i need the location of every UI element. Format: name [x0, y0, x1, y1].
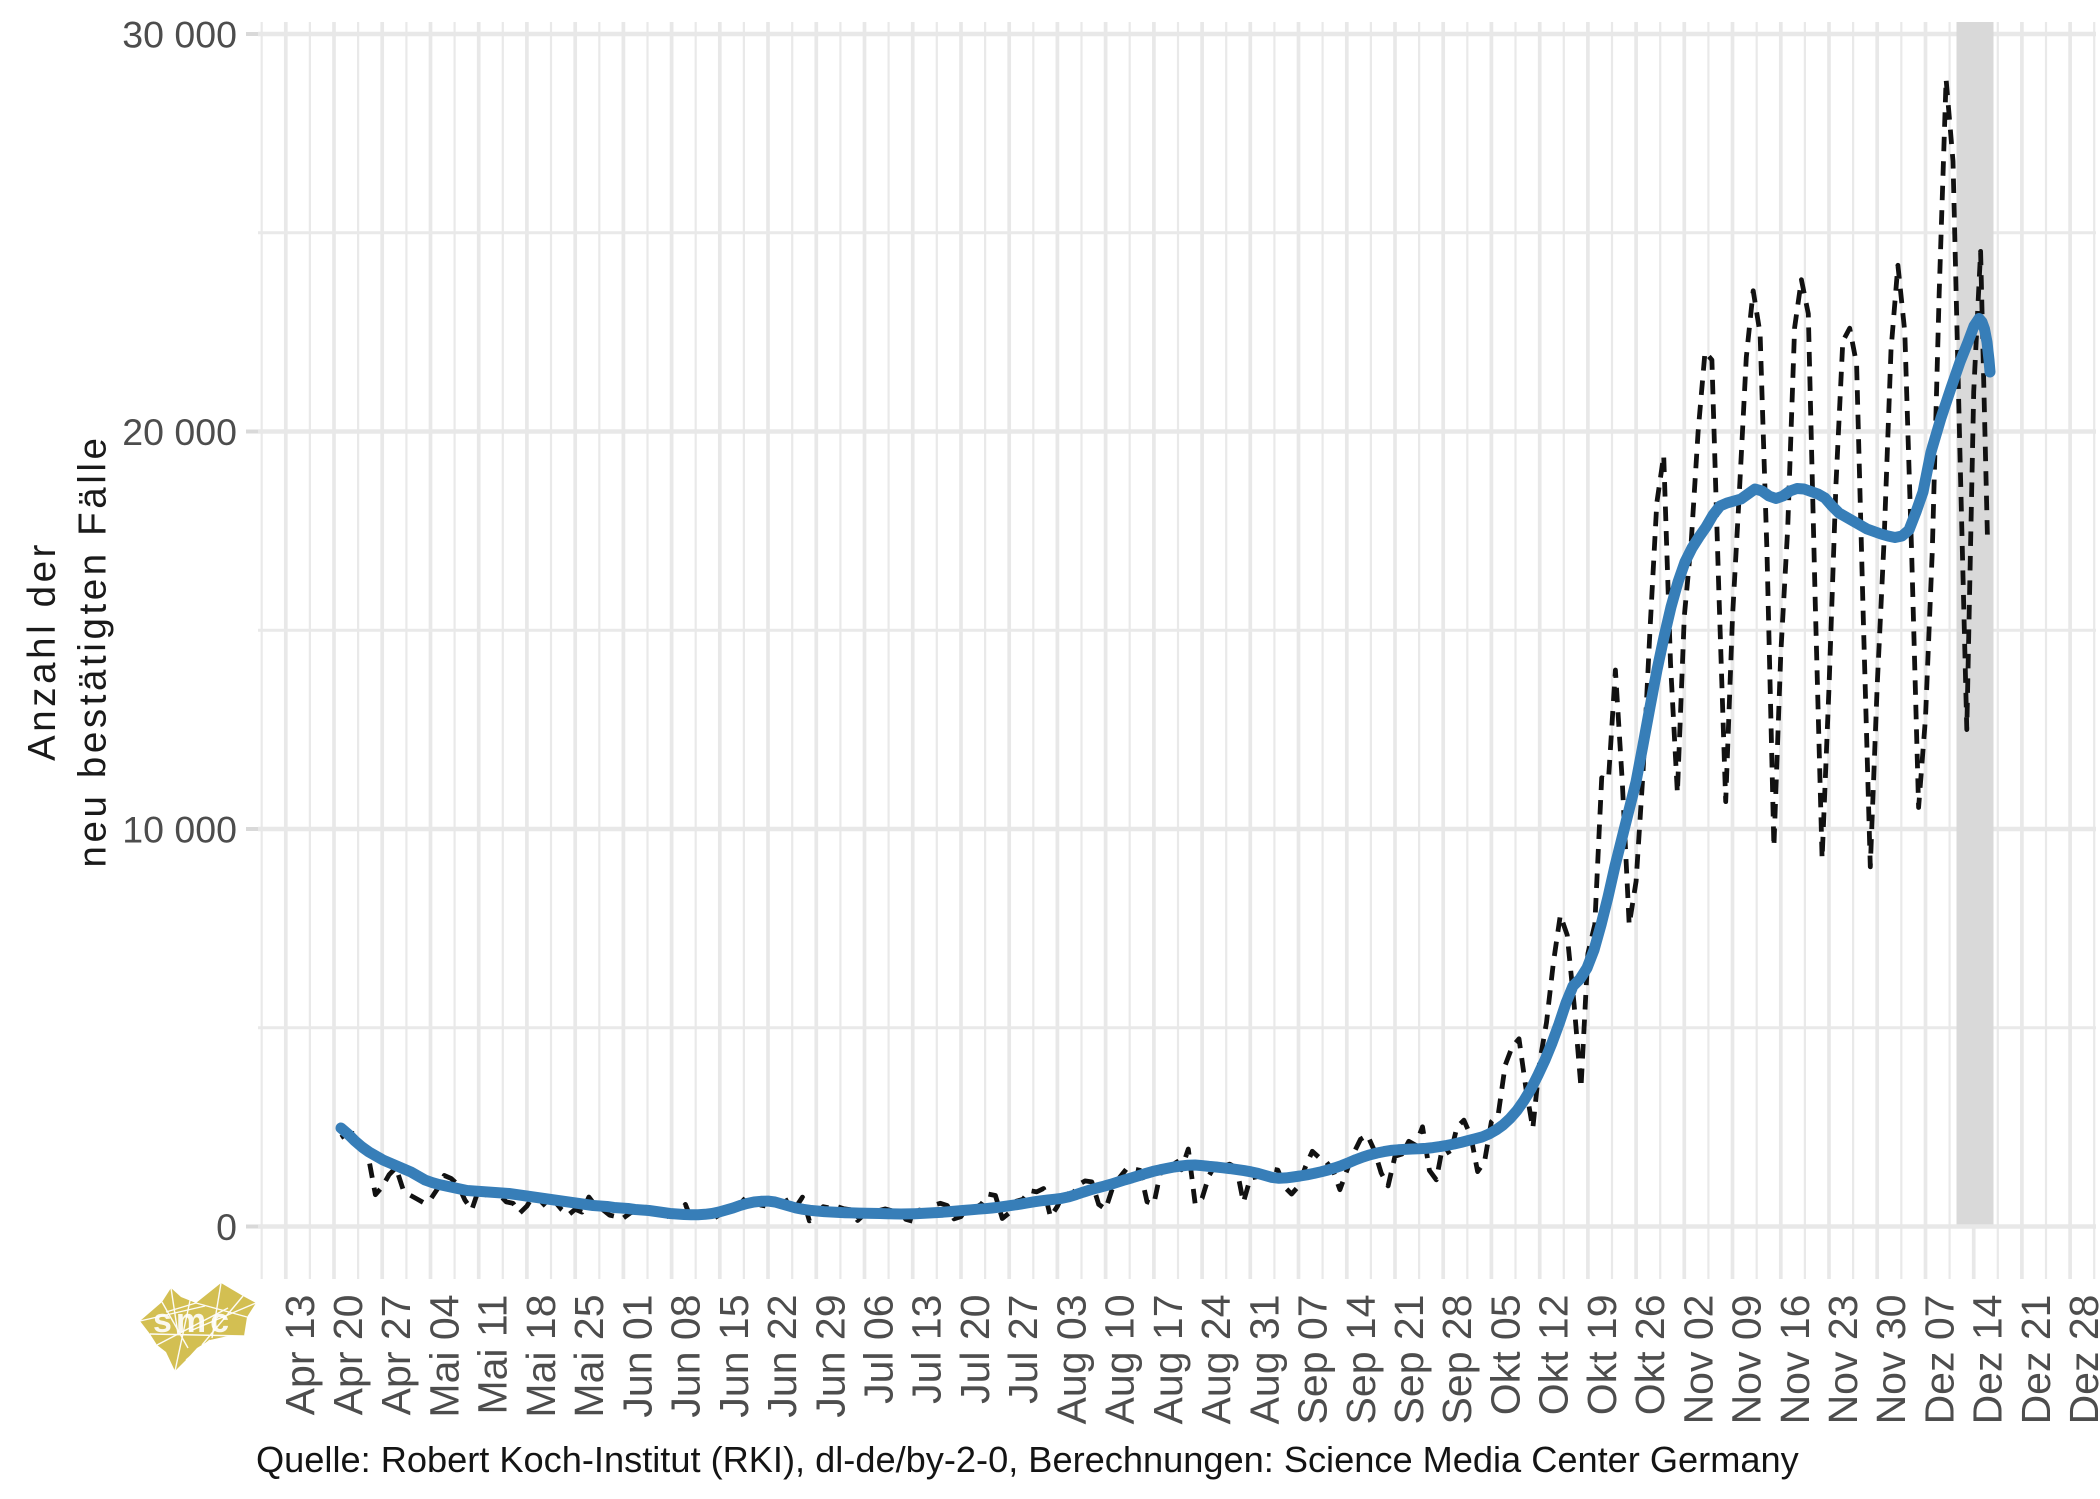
svg-text:Nov 30: Nov 30 [1868, 1295, 1914, 1425]
svg-text:Apr 20: Apr 20 [325, 1295, 371, 1416]
svg-text:20 000: 20 000 [122, 411, 237, 453]
svg-text:0: 0 [216, 1206, 237, 1248]
svg-text:Dez 14: Dez 14 [1965, 1295, 2011, 1425]
svg-text:Aug 17: Aug 17 [1145, 1295, 1191, 1425]
svg-text:Mai 11: Mai 11 [470, 1295, 516, 1415]
svg-text:Jul 13: Jul 13 [904, 1295, 950, 1404]
svg-text:Aug 03: Aug 03 [1048, 1295, 1094, 1425]
svg-text:Jun 01: Jun 01 [614, 1295, 660, 1418]
svg-text:Sep 07: Sep 07 [1290, 1295, 1336, 1425]
svg-text:Sep 21: Sep 21 [1386, 1295, 1432, 1425]
svg-text:Nov 09: Nov 09 [1724, 1295, 1770, 1425]
svg-text:Aug 24: Aug 24 [1193, 1295, 1239, 1425]
svg-text:Mai 04: Mai 04 [422, 1295, 468, 1418]
svg-text:Mai 25: Mai 25 [566, 1295, 612, 1418]
svg-text:Okt 26: Okt 26 [1627, 1295, 1673, 1416]
svg-text:Okt 12: Okt 12 [1531, 1295, 1577, 1416]
svg-text:Mai 18: Mai 18 [518, 1295, 564, 1418]
svg-text:Apr 13: Apr 13 [277, 1295, 323, 1416]
svg-text:Dez 28: Dez 28 [2061, 1295, 2100, 1425]
svg-text:Jul 27: Jul 27 [1000, 1295, 1046, 1404]
svg-text:Jun 15: Jun 15 [711, 1295, 757, 1418]
svg-text:Apr 27: Apr 27 [373, 1295, 419, 1416]
svg-text:smc: smc [153, 1302, 233, 1340]
svg-text:Nov 16: Nov 16 [1772, 1295, 1818, 1425]
svg-text:neu bestätigten Fälle: neu bestätigten Fälle [72, 434, 115, 867]
svg-text:Dez 07: Dez 07 [1917, 1295, 1963, 1425]
svg-text:10 000: 10 000 [122, 809, 237, 851]
svg-text:Sep 28: Sep 28 [1434, 1295, 1480, 1425]
svg-text:Jun 08: Jun 08 [663, 1295, 709, 1418]
svg-text:Sep 14: Sep 14 [1338, 1295, 1384, 1425]
svg-text:Nov 23: Nov 23 [1820, 1295, 1866, 1425]
svg-text:Aug 10: Aug 10 [1097, 1295, 1143, 1425]
svg-text:Okt 05: Okt 05 [1482, 1295, 1528, 1416]
svg-text:Anzahl der: Anzahl der [21, 541, 64, 761]
svg-text:Nov 02: Nov 02 [1675, 1295, 1721, 1425]
svg-text:Jun 22: Jun 22 [759, 1295, 805, 1418]
svg-text:Jun 29: Jun 29 [807, 1295, 853, 1418]
svg-text:30 000: 30 000 [122, 14, 237, 56]
svg-text:Aug 31: Aug 31 [1241, 1295, 1287, 1425]
svg-text:Dez 21: Dez 21 [2013, 1295, 2059, 1425]
svg-text:Okt 19: Okt 19 [1579, 1295, 1625, 1416]
svg-text:Jul 06: Jul 06 [856, 1295, 902, 1404]
svg-text:Quelle: Robert Koch-Institut (: Quelle: Robert Koch-Institut (RKI), dl-d… [256, 1439, 1800, 1480]
svg-text:Jul 20: Jul 20 [952, 1295, 998, 1404]
